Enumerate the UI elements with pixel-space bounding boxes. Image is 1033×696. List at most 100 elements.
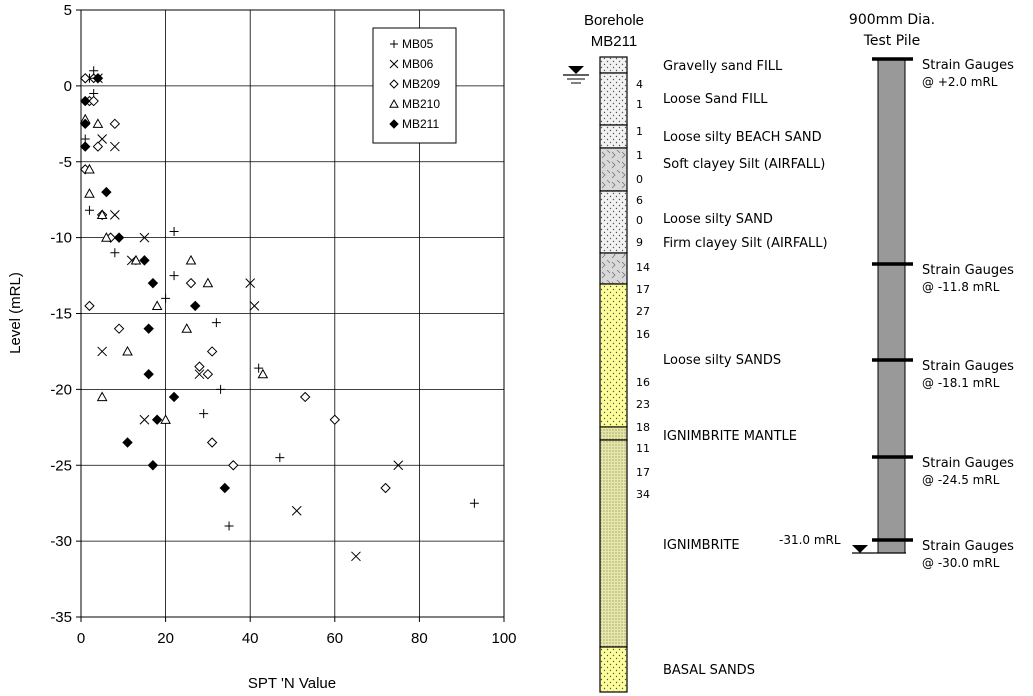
data-point xyxy=(257,368,269,379)
data-point xyxy=(245,278,256,289)
data-point xyxy=(169,227,179,237)
data-point xyxy=(380,482,391,494)
strain-gauge: Strain Gauges @ -30.0 mRL xyxy=(872,538,1014,570)
data-point xyxy=(224,521,234,531)
legend-marker-mb210 xyxy=(389,98,399,108)
layer-label: Loose silty BEACH SAND xyxy=(663,130,822,145)
data-point xyxy=(147,277,159,289)
data-point xyxy=(139,255,150,266)
y-tick-label: -30 xyxy=(50,533,72,550)
gauge-level: @ -24.5 mRL xyxy=(922,473,1000,487)
borehole-layer xyxy=(599,190,628,254)
spt-value: 16 xyxy=(636,328,650,341)
x-axis-label: SPT 'N Value xyxy=(248,675,336,692)
strain-gauge: Strain Gauges @ -11.8 mRL xyxy=(872,262,1014,294)
data-point xyxy=(211,318,221,328)
data-point xyxy=(291,505,302,516)
layer-label: IGNIMBRITE xyxy=(663,538,740,553)
borehole-layer xyxy=(599,439,628,648)
data-point xyxy=(110,248,120,258)
data-point xyxy=(254,363,264,373)
data-point xyxy=(202,368,214,380)
y-tick-label: -15 xyxy=(50,306,72,323)
layer-label: Firm clayey Silt (AIRFALL) xyxy=(663,236,828,251)
spt-value: 23 xyxy=(636,398,650,411)
legend-label-mb06: MB06 xyxy=(402,57,434,71)
layer-label: Loose silty SAND xyxy=(663,212,773,227)
data-point xyxy=(84,163,95,174)
layer-label: Soft clayey Silt (AIRFALL) xyxy=(663,157,825,172)
spt-value: 14 xyxy=(636,261,650,274)
data-point xyxy=(185,254,197,265)
test-pile: 900mm Dia. Test Pile -31.0 mRL Strain Ga… xyxy=(779,12,1014,570)
data-point xyxy=(151,300,163,311)
scatter-chart: 5 0 -5 -10 -15 -20 -25 -30 -35 0 20 40 60 80 100 Leve… xyxy=(7,2,517,692)
data-point xyxy=(80,141,91,152)
data-points xyxy=(79,66,479,562)
data-point xyxy=(202,277,214,288)
data-point xyxy=(161,293,171,303)
data-point xyxy=(194,361,205,372)
gauge-label: Strain Gauges xyxy=(922,263,1014,278)
spt-value: 9 xyxy=(636,236,643,249)
gauge-level: @ -18.1 mRL xyxy=(922,376,1000,390)
data-point xyxy=(275,453,285,463)
pile-title: 900mm Dia. xyxy=(849,12,935,28)
data-point xyxy=(139,414,150,425)
data-point xyxy=(351,551,361,562)
legend: MB05 MB06 MB209 MB210 MB211 xyxy=(372,27,457,144)
pile-subtitle: Test Pile xyxy=(863,33,921,49)
legend-marker-mb209 xyxy=(389,79,399,89)
data-point xyxy=(160,414,171,424)
data-point xyxy=(97,134,108,144)
x-tick-label: 80 xyxy=(411,630,428,647)
spt-value: 17 xyxy=(636,466,650,479)
gauge-label: Strain Gauges xyxy=(922,58,1014,73)
borehole-layer xyxy=(599,147,628,192)
spt-value: 0 xyxy=(636,214,643,227)
data-point xyxy=(199,409,209,419)
pile-toe-marker xyxy=(852,545,868,553)
gauge-level: @ -11.8 mRL xyxy=(922,280,1000,294)
data-point xyxy=(181,323,193,333)
spt-value: 1 xyxy=(636,98,643,111)
data-point xyxy=(206,346,218,357)
x-tick-label: 0 xyxy=(77,630,85,647)
borehole-layer xyxy=(599,646,628,693)
y-tick-label: -5 xyxy=(59,154,72,171)
data-point xyxy=(80,95,91,107)
data-point xyxy=(109,118,121,130)
spt-value: 1 xyxy=(636,125,643,138)
y-tick-label: 5 xyxy=(64,2,72,19)
data-point xyxy=(84,188,95,198)
strain-gauge: Strain Gauges @ +2.0 mRL xyxy=(872,57,1014,89)
data-point xyxy=(130,254,142,265)
data-point xyxy=(80,118,91,130)
gauge-label: Strain Gauges xyxy=(922,359,1014,374)
data-point xyxy=(151,414,163,425)
layer-labels: Gravelly sand FILL Loose Sand FILL Loose s… xyxy=(663,59,828,678)
legend-label-mb211: MB211 xyxy=(402,117,439,131)
data-point xyxy=(147,460,159,471)
data-point xyxy=(97,346,108,357)
y-axis-label: Level (mRL) xyxy=(7,272,24,354)
strain-gauge: Strain Gauges @ -18.1 mRL xyxy=(872,358,1014,390)
strain-gauges: Strain Gauges @ +2.0 mRL Strain Gauges @ -1… xyxy=(872,57,1014,570)
borehole-log: Borehole MB211 4111060914172716162318111… xyxy=(563,12,828,693)
spt-value: 27 xyxy=(636,305,650,318)
gauge-level: @ +2.0 mRL xyxy=(922,75,998,89)
data-point xyxy=(299,391,311,403)
y-tick-label: -35 xyxy=(50,609,72,626)
borehole-id: MB211 xyxy=(591,33,637,50)
data-point xyxy=(206,437,218,448)
borehole-layer xyxy=(599,124,628,149)
data-point xyxy=(96,209,108,219)
data-point xyxy=(92,118,104,128)
data-point xyxy=(168,391,180,403)
data-point xyxy=(101,232,112,242)
gauge-label: Strain Gauges xyxy=(922,539,1014,554)
data-point xyxy=(143,368,154,380)
data-point xyxy=(92,141,104,152)
layer-label: Gravelly sand FILL xyxy=(663,59,783,74)
